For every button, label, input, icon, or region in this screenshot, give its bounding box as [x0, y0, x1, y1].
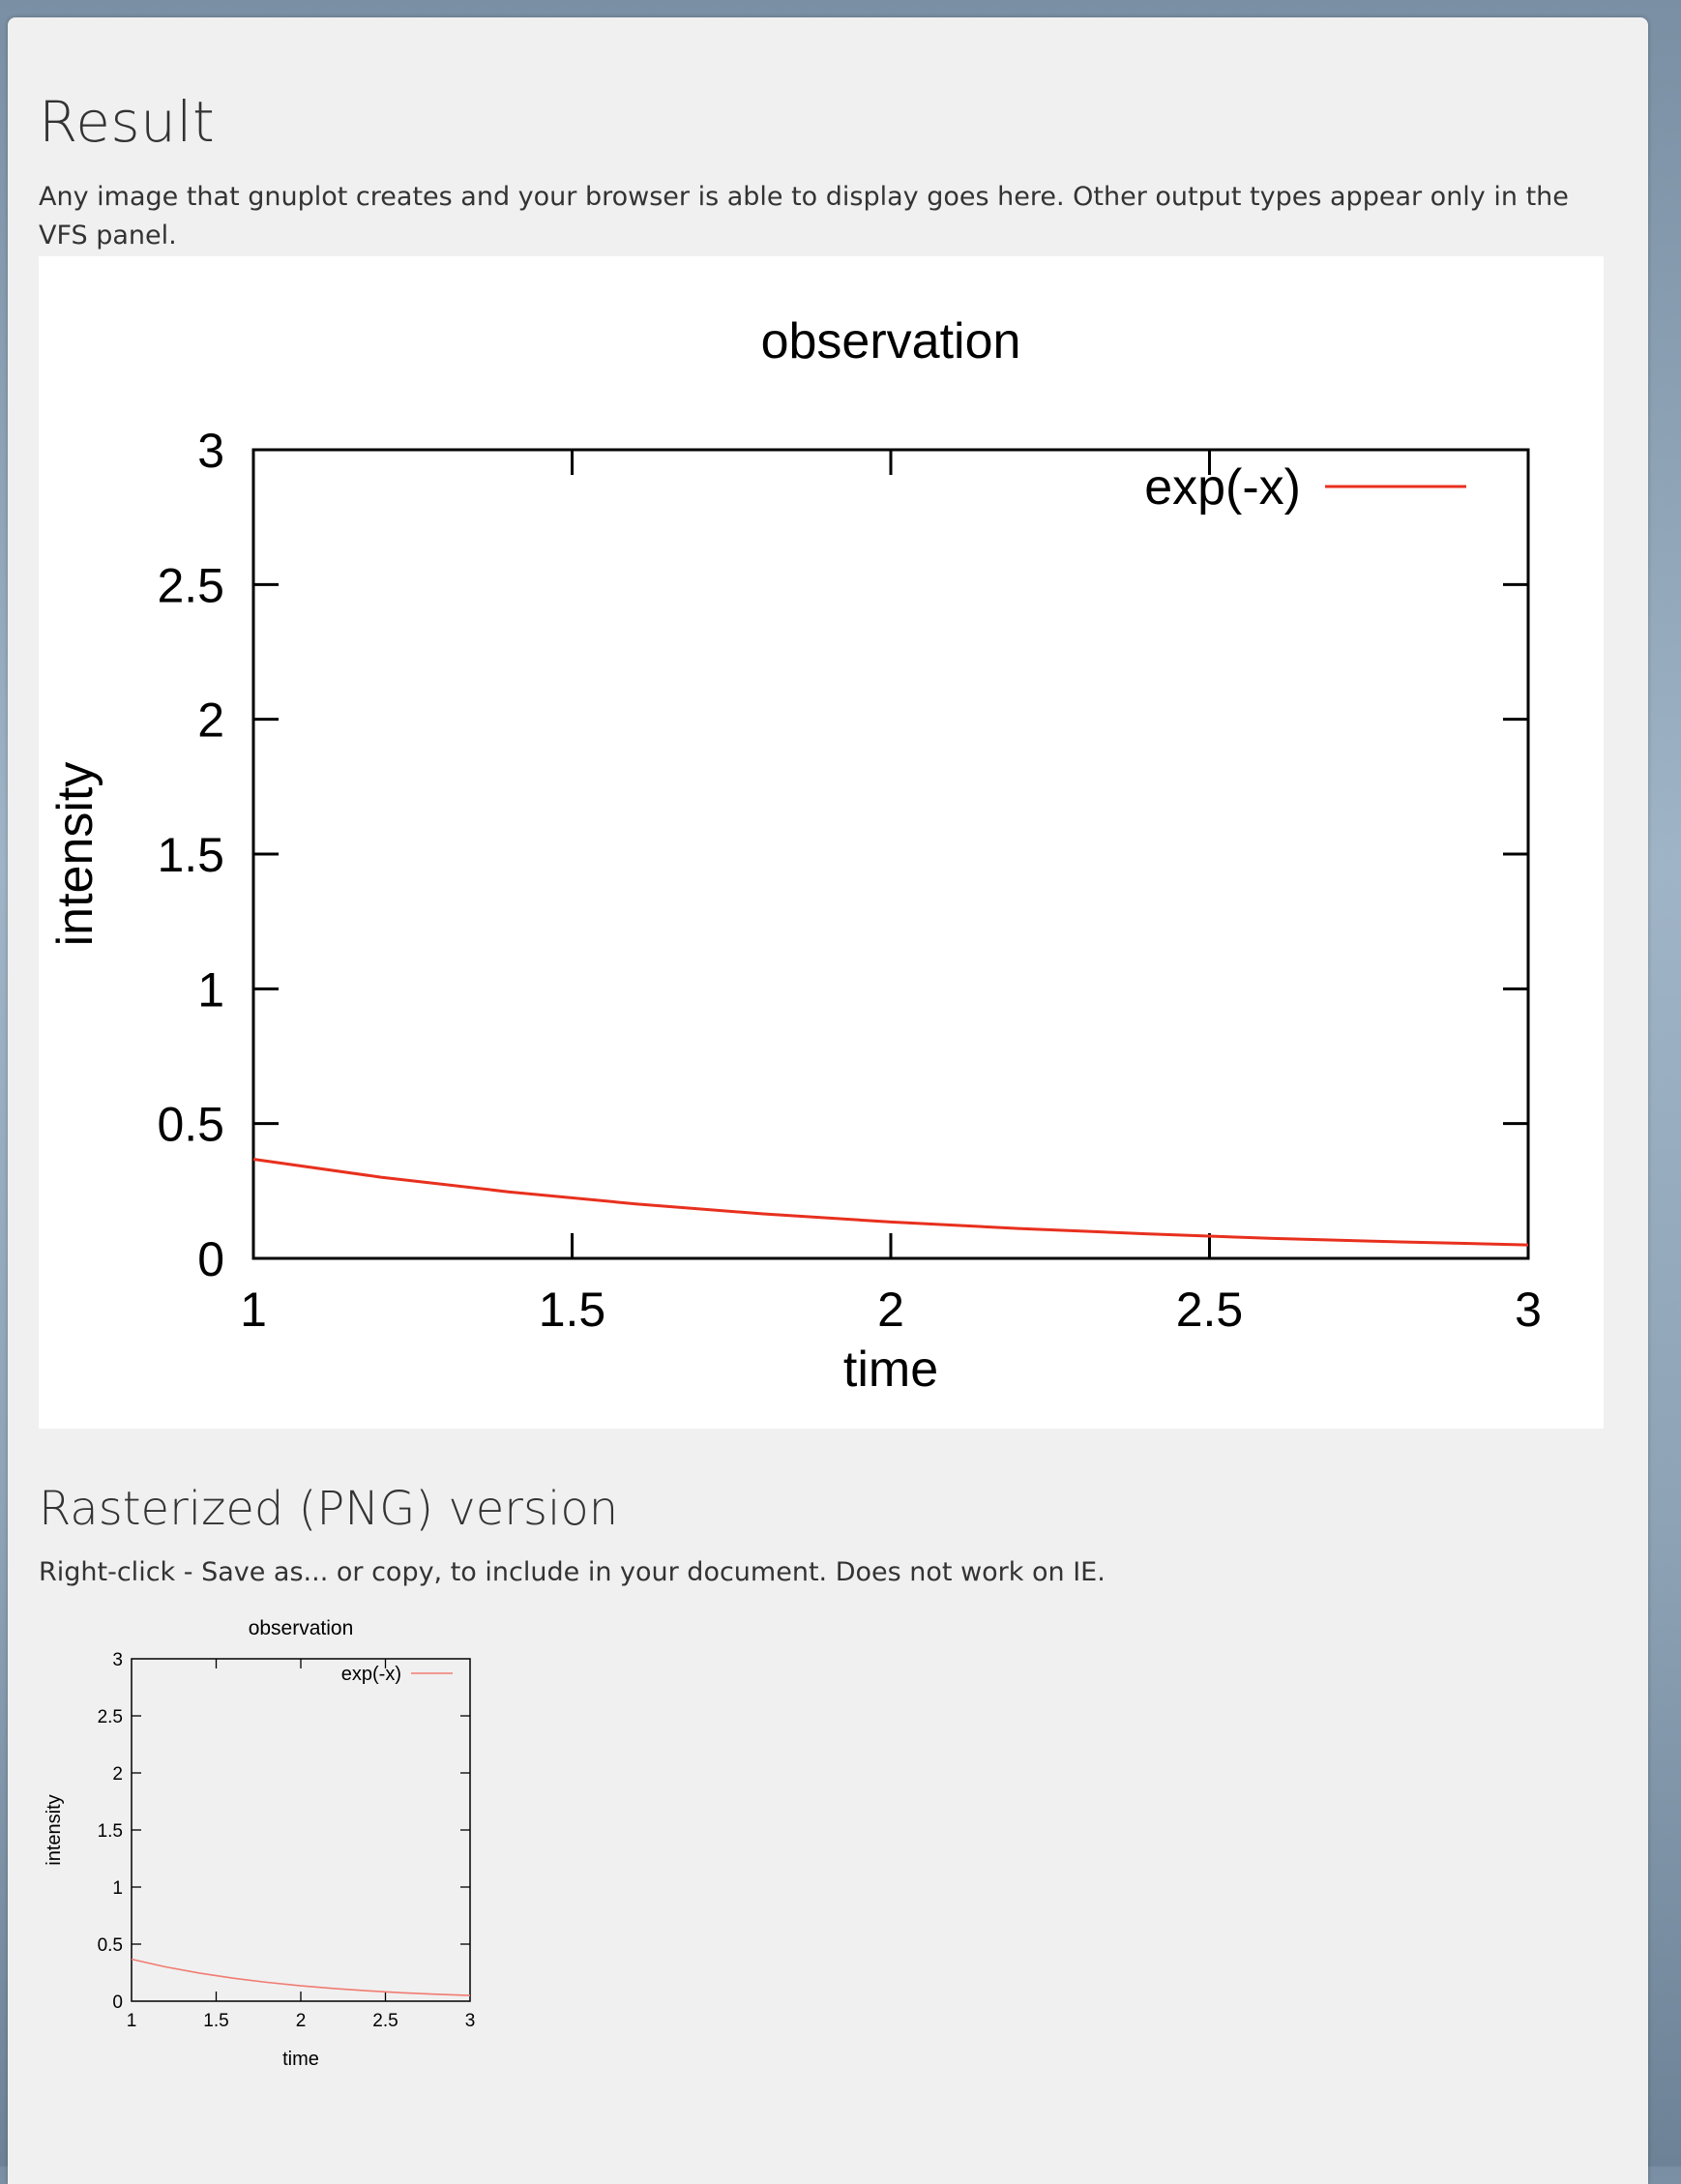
x-axis-label: time — [282, 2049, 319, 2070]
y-tick-label: 0 — [197, 1232, 224, 1286]
png-chart[interactable]: observation 0 0.5 1 1.5 2 2.5 3 1 1.5 2 2.5 3 time int… — [39, 1606, 696, 2089]
raster-title: Rasterized (PNG) version — [39, 1482, 619, 1536]
y-axis-label: intensity — [47, 762, 103, 947]
result-description: Any image that gnuplot creates and your … — [39, 182, 1569, 251]
y-tick-label: 1 — [112, 1878, 123, 1899]
y-tick-label: 2.5 — [157, 558, 224, 612]
y-tick-label: 0 — [112, 1992, 123, 2013]
plot-frame — [251, 448, 1530, 1260]
x-tick-label: 2.5 — [372, 2011, 398, 2031]
x-tick-label: 2.5 — [1176, 1283, 1244, 1337]
x-tick-label: 2 — [877, 1283, 904, 1337]
x-axis-label: time — [843, 1342, 938, 1398]
y-tick-label: 2.5 — [98, 1707, 123, 1727]
x-tick-label: 3 — [1515, 1283, 1542, 1337]
main-chart: observation 0 0.5 1 1.5 2 2.5 3 1 1.5 2 2.5 3 time int… — [47, 313, 1542, 1398]
x-tick-label: 1 — [127, 2011, 137, 2031]
x-tick-label: 1 — [240, 1283, 267, 1337]
y-tick-label: 1.5 — [98, 1821, 123, 1842]
png-output-frame[interactable]: observation 0 0.5 1 1.5 2 2.5 3 1 1.5 2 2.5 3 time int… — [39, 1606, 696, 2089]
y-tick-label: 1 — [197, 962, 224, 1017]
y-tick-label: 0.5 — [98, 1935, 123, 1956]
series-line-exp — [252, 1158, 1529, 1247]
chart-title: observation — [249, 1617, 354, 1639]
y-axis-label: intensity — [44, 1794, 65, 1865]
y-tick-label: 3 — [197, 424, 224, 478]
legend-label: exp(-x) — [341, 1664, 401, 1685]
y-tick-label: 1.5 — [157, 828, 224, 882]
y-tick-label: 2 — [112, 1764, 123, 1785]
x-tick-label: 1.5 — [539, 1283, 606, 1337]
raster-description: Right-click - Save as... or copy, to inc… — [39, 1557, 1106, 1587]
y-tick-label: 0.5 — [157, 1098, 224, 1152]
y-tick-label: 3 — [112, 1650, 123, 1670]
plot-frame — [131, 1658, 471, 2002]
result-title: Result — [39, 89, 216, 155]
x-tick-label: 2 — [296, 2011, 307, 2031]
legend-label: exp(-x) — [1144, 459, 1301, 516]
svg-output-frame: observation 0 0.5 1 1.5 2 2.5 3 1 1.5 2 2.5 3 time int… — [39, 256, 1604, 1429]
chart-title: observation — [761, 313, 1021, 369]
y-tick-label: 2 — [197, 694, 224, 748]
series-line-exp — [131, 1958, 471, 1996]
x-tick-label: 3 — [465, 2011, 476, 2031]
x-tick-label: 1.5 — [203, 2011, 228, 2031]
